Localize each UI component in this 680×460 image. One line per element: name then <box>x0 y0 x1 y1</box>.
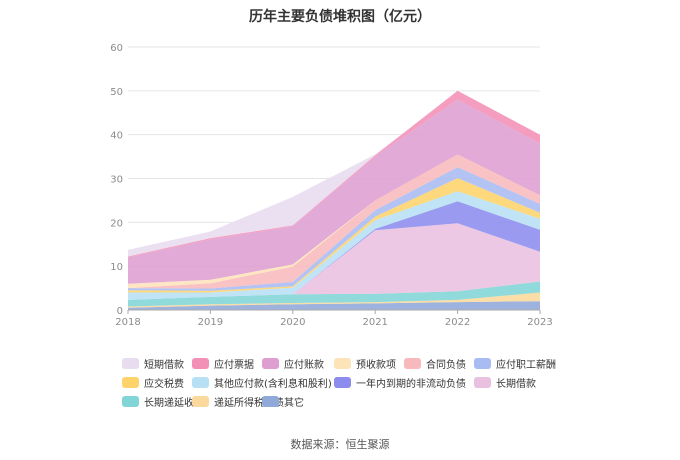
data-source: 数据来源：恒生聚源 <box>290 438 390 451</box>
legend-swatch <box>122 377 139 388</box>
legend-item[interactable]: 递延所得税负债 <box>192 394 284 409</box>
legend-swatch <box>404 358 421 369</box>
legend-item[interactable]: 长期递延收益 <box>122 394 204 409</box>
area-series <box>128 90 540 310</box>
y-tick-label: 20 <box>110 218 123 229</box>
legend-swatch <box>262 358 279 369</box>
y-tick-label: 0 <box>117 306 123 317</box>
legend-swatch <box>474 377 491 388</box>
y-tick-label: 50 <box>110 87 123 98</box>
x-tick-label: 2022 <box>445 317 470 328</box>
legend-item[interactable]: 其他应付款(含利息和股利) <box>192 375 332 390</box>
legend-swatch <box>192 358 209 369</box>
legend-label: 其他应付款(含利息和股利) <box>214 379 332 390</box>
legend-item[interactable]: 其它 <box>262 394 304 409</box>
x-tick-label: 2023 <box>527 317 552 328</box>
legend-label: 长期借款 <box>496 379 536 390</box>
legend-item[interactable]: 合同负债 <box>404 356 466 371</box>
y-tick-label: 40 <box>110 131 123 142</box>
legend-swatch <box>334 377 351 388</box>
legend-label: 合同负债 <box>426 360 466 371</box>
legend-label: 预收款项 <box>356 360 396 371</box>
legend-item[interactable]: 应付票据 <box>192 356 254 371</box>
area-series-0 <box>128 301 540 310</box>
legend-item[interactable]: 一年内到期的非流动负债 <box>334 375 466 390</box>
y-tick-label: 10 <box>110 262 123 273</box>
legend-swatch <box>122 396 139 407</box>
stacked-area-chart: 0 10 20 30 40 50 60 2018 2019 2020 2021 2022 2023 <box>110 43 552 328</box>
axes: 0 10 20 30 40 50 60 2018 2019 2020 2021 2022 2023 <box>110 43 552 328</box>
x-tick-label: 2020 <box>280 317 305 328</box>
legend-swatch <box>474 358 491 369</box>
legend-swatch <box>192 377 209 388</box>
legend-label: 应付账款 <box>284 360 324 371</box>
legend-item[interactable]: 预收款项 <box>334 356 396 371</box>
area-series-1 <box>128 292 540 308</box>
legend-label: 其它 <box>284 398 304 409</box>
legend-label: 应交税费 <box>144 379 184 390</box>
y-tick-label: 30 <box>110 175 123 186</box>
legend-item[interactable]: 应付账款 <box>262 356 324 371</box>
area-series-3 <box>128 223 540 300</box>
y-tick-label: 60 <box>110 43 123 54</box>
legend-item[interactable]: 长期借款 <box>474 375 536 390</box>
legend-item[interactable]: 短期借款 <box>122 356 184 371</box>
legend-swatch <box>262 396 279 407</box>
legend-label: 递延所得税负债 <box>214 398 284 409</box>
x-tick-label: 2019 <box>198 317 223 328</box>
legend-swatch <box>122 358 139 369</box>
legend-label: 短期借款 <box>144 360 184 371</box>
legend-item[interactable]: 应付职工薪酬 <box>474 356 556 371</box>
legend-swatch <box>192 396 209 407</box>
legend-swatch <box>334 358 351 369</box>
legend-label: 长期递延收益 <box>144 398 204 409</box>
legend-item[interactable]: 应交税费 <box>122 375 184 390</box>
chart-title: 历年主要负债堆积图（亿元） <box>249 9 431 25</box>
x-tick-label: 2018 <box>115 317 140 328</box>
x-tick-label: 2021 <box>362 317 387 328</box>
legend-label: 应付职工薪酬 <box>496 360 556 371</box>
area-series-10 <box>128 99 540 284</box>
legend-label: 一年内到期的非流动负债 <box>356 379 466 390</box>
legend-label: 应付票据 <box>214 360 254 371</box>
